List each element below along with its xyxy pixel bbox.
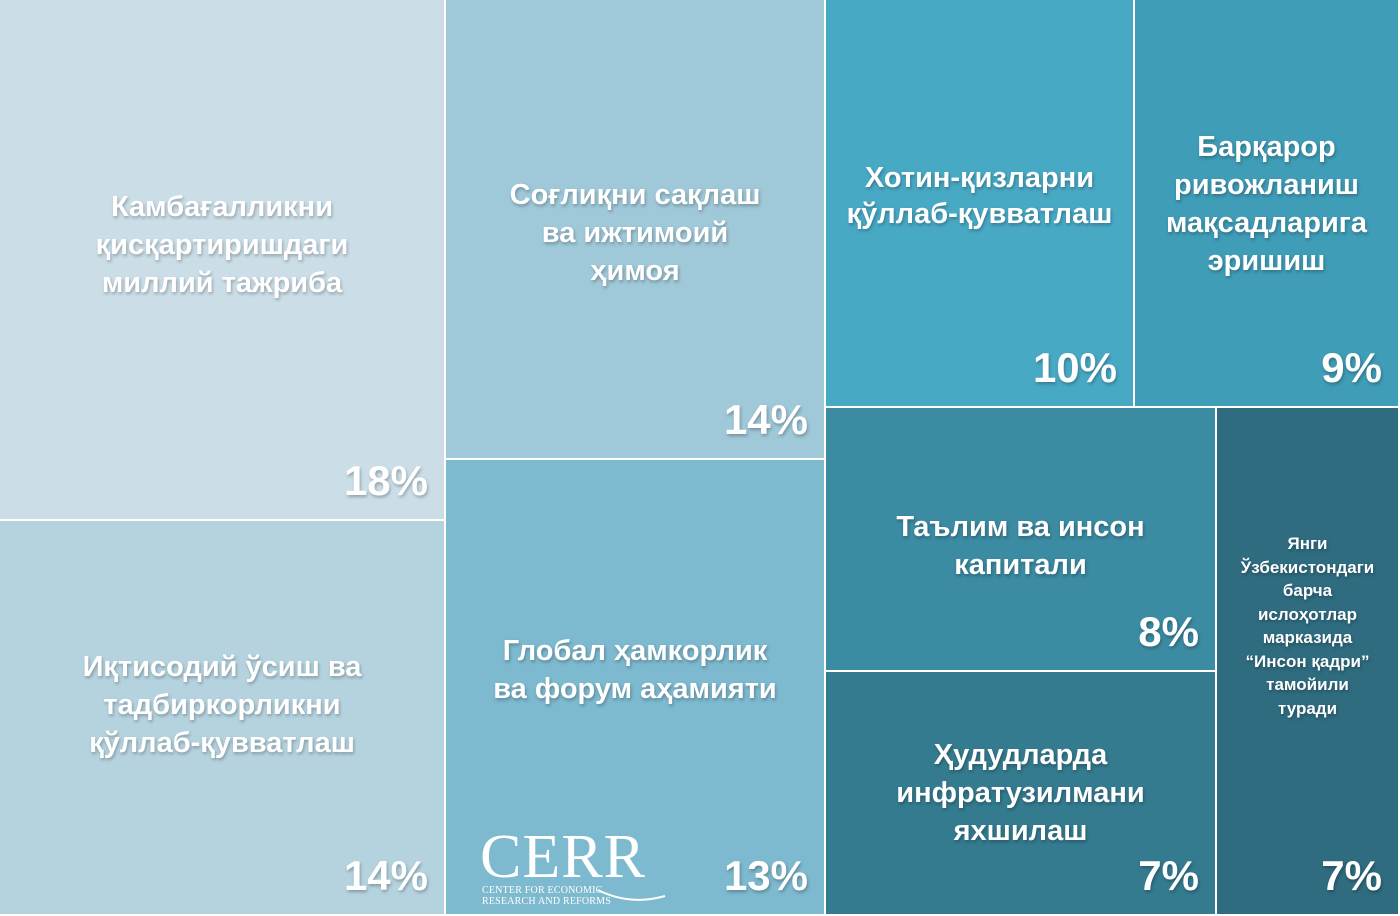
logo-wordmark: CERR — [480, 823, 646, 891]
logo-swoosh-icon — [597, 889, 666, 901]
treemap-tile: Янги Ўзбекистондаги барча ислоҳотлар мар… — [1217, 408, 1400, 916]
treemap-tile: Глобал ҳамкорлик ва форум аҳамияти 13% — [446, 460, 826, 916]
tile-percentage: 18% — [343, 457, 428, 504]
tile-label: Камбағалликни қисқартиришдаги миллий таж… — [95, 191, 349, 299]
logo-subtitle-line1: CENTER FOR ECONOMIC — [482, 885, 603, 896]
tile-percentage: 10% — [1032, 344, 1117, 391]
tile-percentage: 7% — [1138, 852, 1199, 899]
tile-percentage: 14% — [723, 396, 808, 443]
tile-label: Ҳудудларда инфратузилмани яхшилаш — [896, 739, 1145, 847]
tile-percentage: 14% — [343, 852, 428, 899]
tile-label: Соғлиқни сақлаш ва ижтимоий ҳимоя — [509, 179, 761, 287]
logo-subtitle-line2: RESEARCH AND REFORMS — [482, 896, 612, 907]
treemap-tile: Барқарор ривожланиш мақсадларига эришиш 9… — [1135, 0, 1400, 408]
tile-label: Таълим ва инсон капитали — [896, 511, 1145, 581]
tile-label: Хотин-қизларни қўллаб-қувватлаш — [846, 162, 1113, 230]
treemap-tile: Соғлиқни сақлаш ва ижтимоий ҳимоя 14% — [446, 0, 826, 460]
treemap-tile: Камбағалликни қисқартиришдаги миллий таж… — [0, 0, 446, 521]
tile-label: Глобал ҳамкорлик ва форум аҳамияти — [493, 635, 777, 705]
tile-percentage: 9% — [1321, 344, 1382, 391]
tile-percentage: 7% — [1321, 852, 1382, 899]
tile-percentage: 8% — [1138, 608, 1199, 655]
tile-label: Янги Ўзбекистондаги барча ислоҳотлар мар… — [1240, 534, 1375, 718]
tile-label: Барқарор ривожланиш мақсадларига эришиш — [1165, 131, 1368, 277]
treemap-tile: Таълим ва инсон капитали 8% — [826, 408, 1217, 672]
treemap-tile: Хотин-қизларни қўллаб-қувватлаш 10% — [826, 0, 1135, 408]
tile-label: Иқтисодий ўсиш ва тадбиркорликни қўллаб-… — [82, 651, 362, 759]
cerr-logo: CERR CENTER FOR ECONOMIC RESEARCH AND RE… — [480, 823, 680, 910]
treemap-tile: Ҳудудларда инфратузилмани яхшилаш 7% — [826, 672, 1217, 916]
treemap-tile: Иқтисодий ўсиш ва тадбиркорликни қўллаб-… — [0, 521, 446, 916]
tile-percentage: 13% — [723, 852, 808, 899]
